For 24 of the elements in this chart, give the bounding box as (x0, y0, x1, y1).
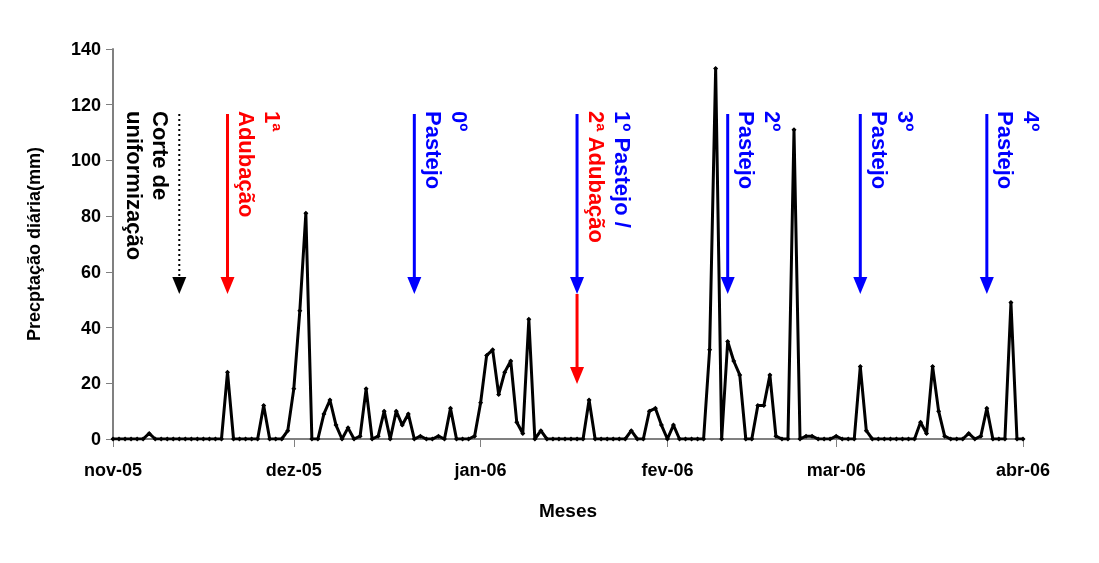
y-tick-label: 120 (70, 94, 101, 115)
x-tick-label: nov-05 (83, 460, 143, 480)
y-tick-label: 20 (80, 373, 101, 394)
x-tick-label: jan-06 (453, 460, 507, 480)
ref-line-label: 1º Pastejo / (609, 111, 635, 228)
x-tick-label: mar-06 (806, 460, 866, 480)
x-tick-label: abr-06 (995, 460, 1051, 480)
y-tick-label: 140 (70, 39, 101, 59)
x-tick-label: fev-06 (641, 460, 694, 480)
y-tick-label: 60 (80, 261, 101, 282)
ref-line-label: 1ª Adubação (234, 111, 285, 218)
ref-line-label: 3º Pastejo (866, 111, 918, 190)
x-tick-label: dez-05 (265, 460, 322, 480)
y-axis-title: Precptação diária(mm) (24, 146, 44, 342)
ref-line-label: 4º Pastejo (993, 111, 1045, 190)
ref-line-label: 2ª Adubação (583, 111, 609, 244)
x-axis-title: Meses (538, 500, 598, 521)
y-tick-label: 100 (70, 150, 101, 171)
ref-line-label: Corte de uniformização (121, 111, 173, 261)
ref-line-label: 0º Pastejo (420, 111, 472, 190)
y-tick-label: 40 (80, 317, 101, 338)
y-tick-label: 80 (80, 206, 101, 227)
ref-line-label: 2º Pastejo (734, 111, 786, 190)
y-tick-label: 0 (90, 429, 101, 449)
